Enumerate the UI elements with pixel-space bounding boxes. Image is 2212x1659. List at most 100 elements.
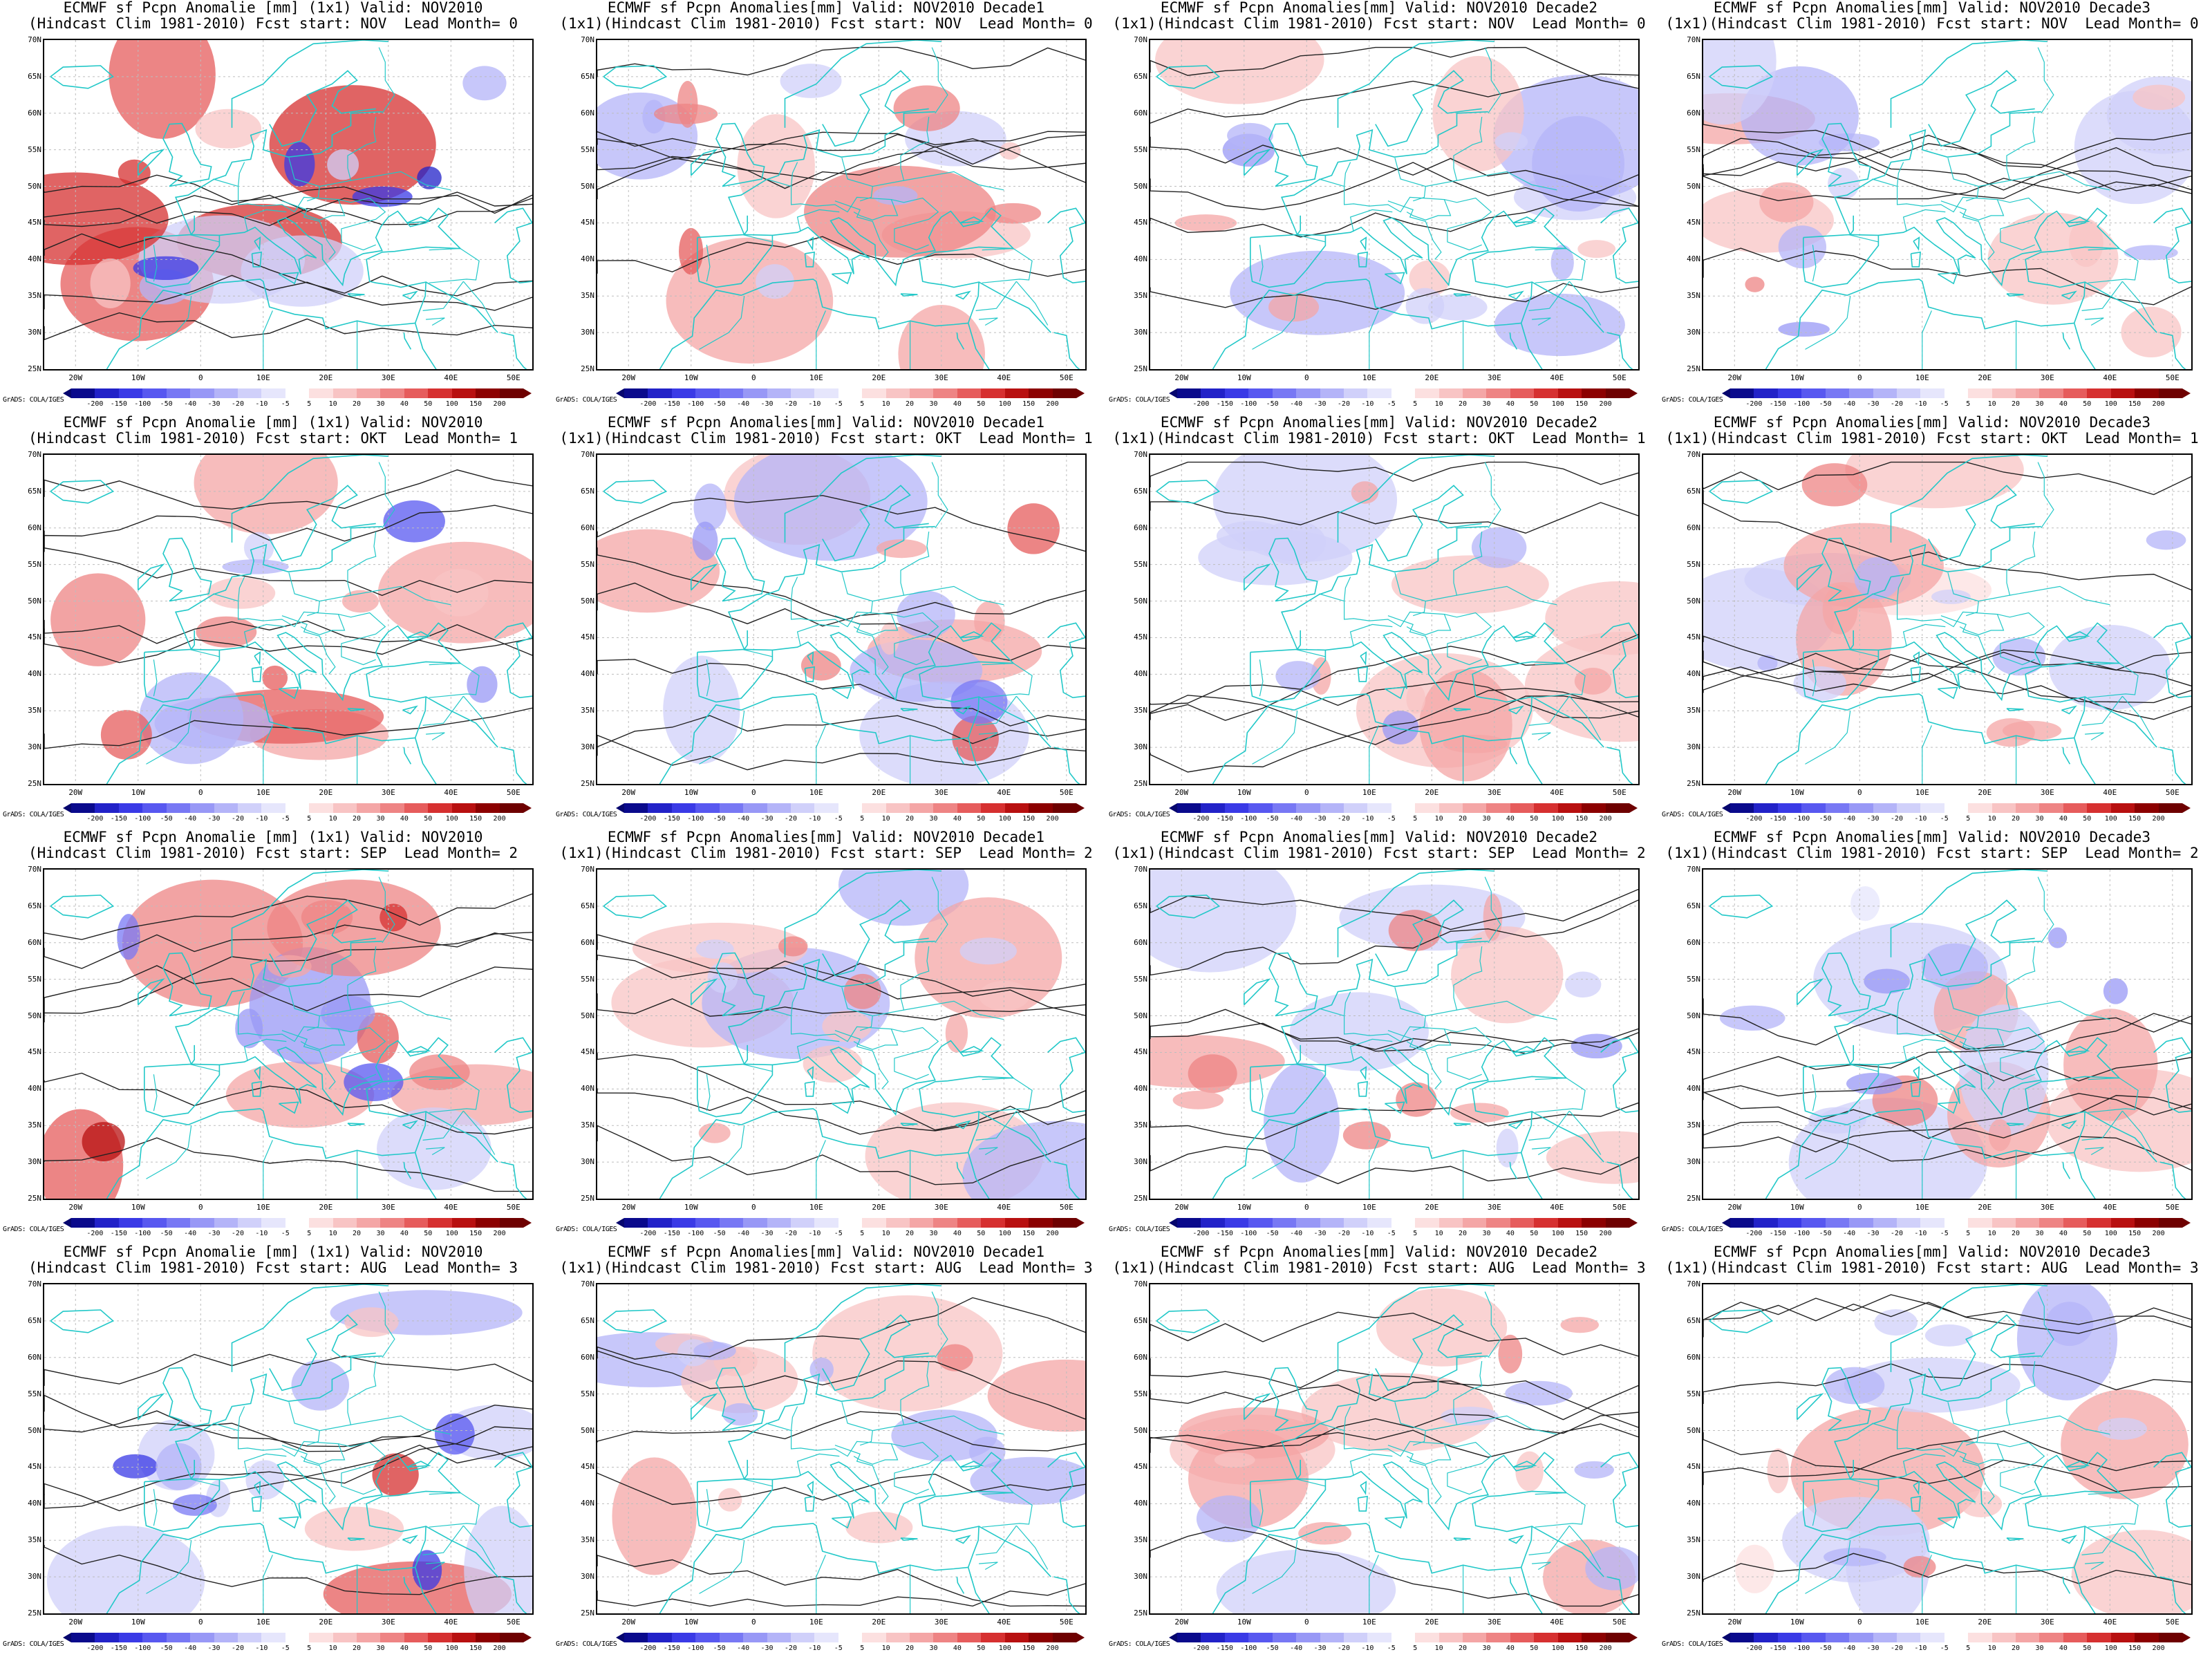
- anomaly-patch: [756, 264, 794, 299]
- colorbar-swatch: [695, 1633, 720, 1642]
- colorbar-swatch: [1534, 1218, 1558, 1228]
- colorbar-swatch: [957, 803, 982, 813]
- colorbar-swatch: [1801, 388, 1826, 398]
- colorbar-swatch: [648, 1218, 672, 1228]
- coastline: [1268, 122, 1318, 187]
- colorbar-swatch: [1486, 1218, 1510, 1228]
- anomaly-patch: [195, 109, 262, 149]
- coastline: [2065, 631, 2090, 639]
- latitude-label: 45N: [28, 218, 41, 227]
- colorbar-max-arrow: [523, 1633, 532, 1642]
- country-border: [1387, 615, 1442, 675]
- longitude-label: 10W: [684, 1618, 698, 1627]
- country-border: [281, 200, 336, 260]
- latitude-label: 65N: [581, 901, 594, 910]
- colorbar-swatch: [357, 803, 381, 813]
- panel-title: ECMWF sf Pcpn Anomalies[mm] Valid: NOV20…: [607, 829, 1045, 845]
- country-border: [975, 1110, 1017, 1141]
- grads-credit: GrADS: COLA/IGES: [1662, 1640, 1723, 1648]
- anomaly-patch: [1188, 1054, 1237, 1094]
- country-border: [816, 725, 826, 784]
- country-border: [1947, 1361, 2036, 1432]
- latitude-label: 45N: [28, 632, 41, 642]
- country-border: [2009, 171, 2110, 191]
- anomaly-patch: [301, 899, 353, 935]
- colorbar-tick-label: -5: [1387, 1644, 1396, 1652]
- longitude-label: 40E: [2103, 373, 2117, 382]
- country-border: [2085, 1562, 2104, 1571]
- anomaly-patch: [1854, 556, 1901, 599]
- colorbar-tick-label: -5: [834, 815, 843, 823]
- coastline: [138, 563, 165, 591]
- colorbar-swatch: [671, 1218, 696, 1228]
- longitude-label: 30E: [2040, 373, 2054, 382]
- colorbar-tick-label: 20: [906, 815, 915, 823]
- coastline: [1937, 1516, 1958, 1529]
- coastline: [1250, 648, 1327, 703]
- coastline: [900, 708, 918, 712]
- colorbar-swatch: [1320, 803, 1344, 813]
- anomaly-patch: [952, 715, 999, 762]
- grads-credit: GrADS: COLA/IGES: [3, 396, 64, 404]
- coastline: [1600, 1452, 1638, 1528]
- colorbar-min-arrow: [1169, 1633, 1177, 1642]
- anomaly-patch: [412, 1550, 442, 1591]
- country-border: [1406, 199, 1452, 221]
- coastline: [1509, 1162, 1518, 1179]
- coastline: [1765, 1523, 2074, 1613]
- latitude-label: 65N: [1134, 71, 1147, 81]
- colorbar-tick-label: 100: [445, 815, 458, 823]
- colorbar-labels: -200 -150 -100 -50 -40 -30 -20 -10 -5 5 10 20 30 40 50…: [1730, 1230, 2182, 1239]
- contour-line: [1150, 688, 1638, 773]
- longitude-label: 40E: [997, 1203, 1011, 1212]
- contour-line: [1150, 162, 1638, 211]
- colorbar: [63, 1633, 532, 1642]
- colorbar-labels: -200 -150 -100 -50 -40 -30 -20 -10 -5 5 10 20 30 40 50…: [624, 1644, 1076, 1654]
- anomaly-patch: [196, 616, 257, 648]
- colorbar-tick-label: 200: [493, 815, 506, 823]
- contour-line: [597, 1297, 1085, 1360]
- country-border: [238, 991, 245, 1016]
- colorbar-min-arrow: [63, 388, 71, 398]
- longitude-label: 40E: [1550, 788, 1564, 797]
- coastline: [219, 1452, 462, 1568]
- longitude-label: 30E: [2040, 1618, 2054, 1627]
- anomaly-patch: [464, 1506, 532, 1613]
- colorbar-min-arrow: [63, 803, 71, 813]
- longitude-label: 10E: [1362, 1618, 1376, 1627]
- coastline: [2006, 293, 2024, 297]
- anomaly-shading: [1703, 455, 2186, 747]
- latitude-label: 40N: [1134, 669, 1147, 679]
- map-canvas: [1703, 455, 2191, 784]
- colorbar-tick-label: 5: [860, 1644, 865, 1652]
- anomaly-patch: [1230, 250, 1405, 335]
- coastline: [1212, 1523, 1521, 1613]
- country-border: [1902, 1453, 1946, 1477]
- colorbar-tick-label: 50: [2083, 815, 2092, 823]
- colorbar-swatch: [1777, 803, 1802, 813]
- coastline: [715, 537, 765, 602]
- coastline: [659, 279, 968, 369]
- colorbar-tick-label: 40: [400, 1230, 409, 1237]
- anomaly-patch: [893, 85, 960, 131]
- colorbar-tick-label: -150: [1769, 1644, 1786, 1652]
- colorbar-tick-label: -5: [1940, 1644, 1949, 1652]
- coastline: [2062, 747, 2071, 765]
- panel-title: ECMWF sf Pcpn Anomalies[mm] Valid: NOV20…: [1160, 829, 1598, 845]
- coastline: [715, 122, 765, 187]
- country-border: [2121, 695, 2155, 740]
- latitude-label: 70N: [1687, 865, 1700, 874]
- contour-line: [1703, 1091, 2191, 1139]
- contour-line: [44, 924, 532, 969]
- longitude-label: 20E: [1425, 1618, 1439, 1627]
- colorbar-tick-label: 10: [1987, 1230, 1996, 1237]
- coastline: [691, 563, 718, 591]
- coastline: [1833, 940, 2041, 1066]
- country-border: [1922, 1140, 1932, 1199]
- colorbar-swatch: [1296, 1633, 1320, 1642]
- colorbar-swatch: [1320, 1218, 1344, 1228]
- country-border: [426, 1562, 445, 1571]
- country-border: [1897, 162, 1904, 187]
- colorbar-tick-label: -50: [713, 815, 726, 823]
- coastline: [1053, 1576, 1080, 1613]
